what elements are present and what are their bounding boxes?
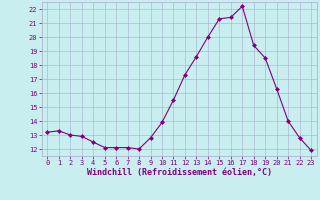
X-axis label: Windchill (Refroidissement éolien,°C): Windchill (Refroidissement éolien,°C) (87, 168, 272, 177)
